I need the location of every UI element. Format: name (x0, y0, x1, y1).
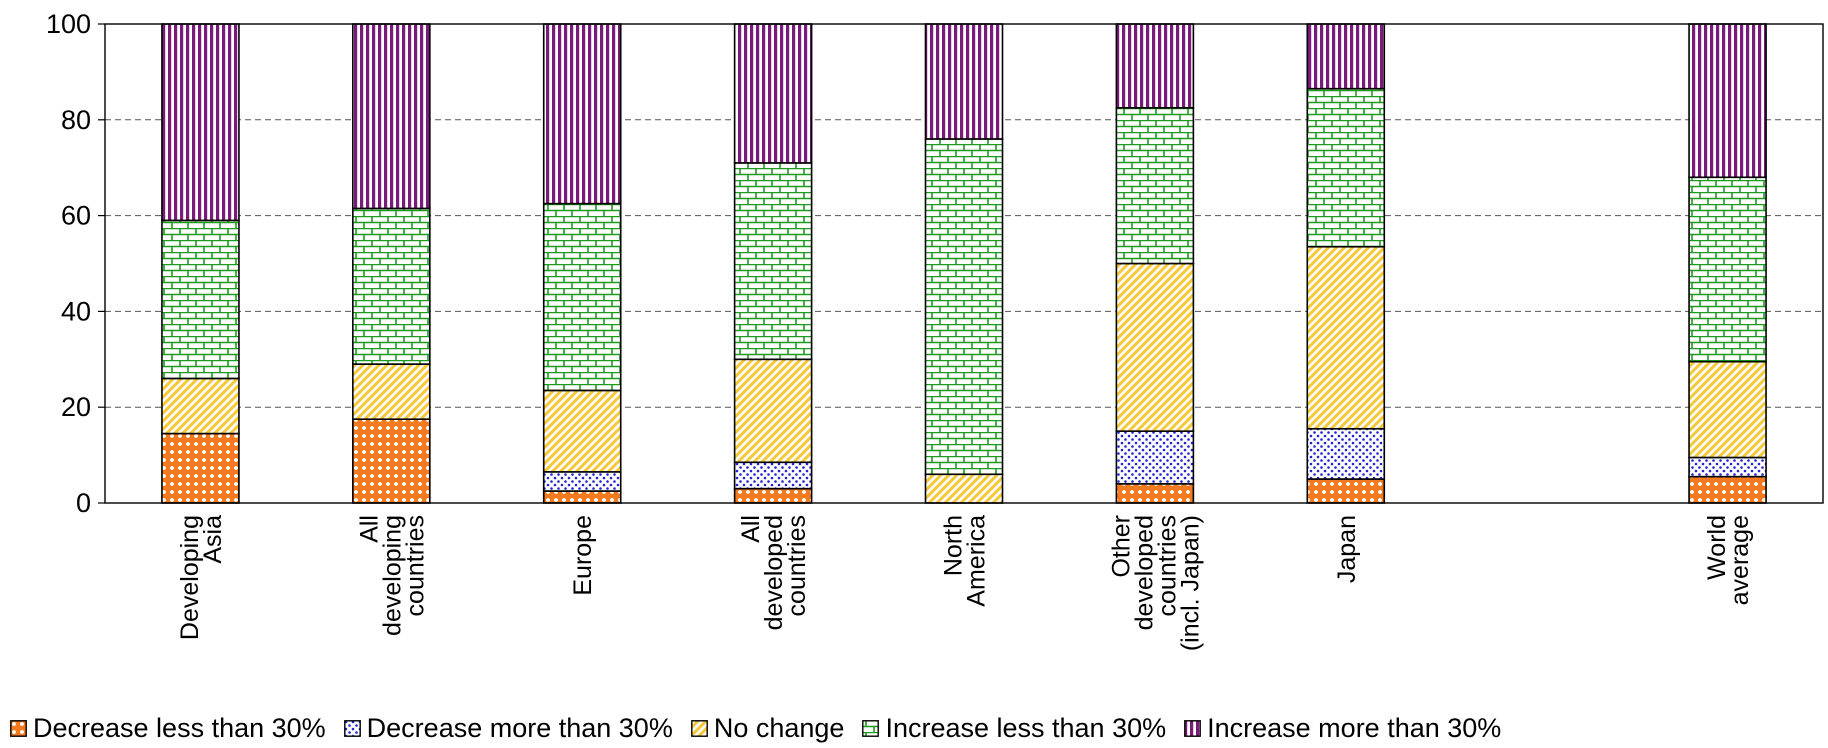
bar-segment (542, 490, 622, 504)
bar-segment (1688, 176, 1767, 363)
legend-label: Increase less than 30% (885, 712, 1167, 743)
plot-frame (104, 23, 1824, 504)
x-category-label: (incl. Japan) (1176, 515, 1204, 651)
bar-segment (924, 138, 1004, 476)
bar-segment (1688, 23, 1767, 179)
bar-segment (924, 23, 1004, 140)
axes (98, 23, 1824, 504)
x-category-label: average (1726, 515, 1754, 605)
x-category-label: Other (1107, 515, 1135, 578)
legend-item: Decrease less than 30% (10, 713, 326, 744)
bar-segment (1688, 475, 1767, 504)
bar-segment (1306, 478, 1386, 504)
bar-segment (733, 461, 813, 490)
y-tick-label: 80 (61, 105, 91, 135)
bar-segment (161, 377, 240, 435)
legend: Decrease less than 30% Decrease more than… (10, 708, 1501, 748)
bar-segment (1306, 245, 1386, 430)
bar-segment (161, 432, 240, 504)
x-category-label: All (737, 515, 765, 543)
legend-item: Decrease more than 30% (343, 712, 673, 744)
x-category-label: countries (1153, 515, 1181, 616)
bars (161, 23, 1767, 504)
y-tick-label: 100 (46, 9, 91, 39)
bar-segment (542, 202, 622, 392)
bar-segment (733, 358, 813, 464)
legend-label: No change (713, 712, 845, 743)
legend-swatch (862, 719, 880, 737)
legend-item: No change (690, 712, 845, 744)
bar-segment (1306, 23, 1386, 90)
legend-label: Decrease more than 30% (366, 712, 673, 743)
y-tick-label: 20 (61, 392, 91, 422)
gridlines (105, 119, 1823, 408)
x-category-label: World (1703, 515, 1731, 580)
bar-segment (352, 418, 431, 504)
bar-segment (733, 487, 813, 504)
legend-swatch (1184, 719, 1202, 737)
bar-segment (161, 23, 240, 222)
bar-segment (542, 471, 622, 492)
bar-segment (352, 23, 431, 210)
legend-label: Decrease less than 30% (33, 712, 326, 743)
x-category-label: All (355, 515, 383, 543)
bar-segment (1688, 360, 1767, 459)
bar-segment (1306, 87, 1386, 248)
bar-segment (1688, 456, 1767, 478)
bar-segment (542, 389, 622, 473)
bar-segment (733, 23, 813, 164)
bar-segment (924, 473, 1004, 504)
x-category-label: America (963, 515, 991, 607)
x-category-label: Europe (569, 515, 597, 596)
x-category-label: developed (1130, 515, 1158, 630)
y-tick-label: 60 (61, 201, 91, 231)
legend-label: Increase more than 30% (1207, 712, 1502, 743)
y-tick-label: 40 (61, 296, 91, 326)
bar-segment (1115, 430, 1195, 485)
bar-segment (1115, 23, 1195, 109)
x-category-label: Japan (1333, 515, 1361, 583)
bar-segment (1115, 262, 1195, 432)
bar-segment (352, 207, 431, 365)
y-tick-label: 0 (76, 488, 91, 518)
x-category-label: countries (401, 515, 429, 616)
x-category-label: countries (783, 515, 811, 616)
x-category-label: North (940, 515, 968, 576)
bar-segment (1115, 483, 1195, 504)
x-category-label: developing (378, 515, 406, 636)
x-category-label: developed (760, 515, 788, 630)
legend-item: Increase more than 30% (1184, 713, 1501, 744)
legend-swatch (10, 719, 27, 737)
x-category-label: Asia (199, 515, 227, 564)
legend-swatch (690, 719, 708, 737)
bar-segment (161, 219, 240, 380)
x-category-label: Developing (176, 515, 204, 640)
bar-segment (352, 363, 431, 420)
bar-segment (1306, 427, 1386, 480)
bar-segment (1115, 107, 1195, 265)
bar-segment (733, 162, 813, 361)
bar-segment (542, 23, 622, 205)
legend-swatch (343, 719, 361, 737)
legend-item: Increase less than 30% (862, 713, 1166, 744)
